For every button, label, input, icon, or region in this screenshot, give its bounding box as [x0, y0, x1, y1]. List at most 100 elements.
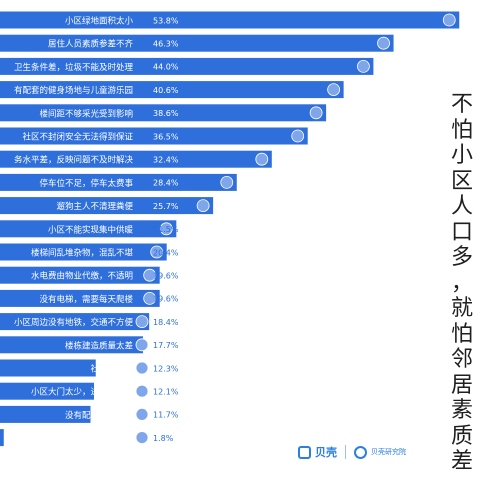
brand-divider	[345, 445, 346, 459]
brand-logo: 贝壳 贝壳研究院	[298, 442, 406, 462]
category-label: 遛狗主人不清理粪便	[56, 201, 133, 212]
bar	[0, 429, 4, 447]
value-label: 18.4%	[153, 318, 179, 327]
bar-group: 停车位不足，停车太费事 28.4%	[0, 173, 237, 191]
brand-institute: 贝壳研究院	[371, 448, 406, 456]
value-label: 20.4%	[153, 248, 179, 257]
bar-group: 社区人太多 12.3%	[0, 359, 179, 377]
value-label: 1.8%	[153, 434, 174, 443]
brand-name: 贝壳	[315, 446, 337, 459]
service-icon	[255, 152, 269, 166]
category-label: 楼间距不够采光受到影响	[39, 108, 133, 119]
bar-group: 社区不封闭安全无法得到保证 36.5%	[0, 127, 308, 145]
crowd-icon	[135, 361, 149, 375]
title-char: 居	[450, 372, 473, 398]
bar-group: 小区不能实现集中供暖 21.5%	[0, 220, 179, 238]
bar	[0, 243, 167, 261]
value-label: 19.6%	[153, 295, 179, 304]
dog-icon	[196, 199, 210, 213]
title-char: 小	[450, 143, 473, 168]
category-label: 务水平差，反映问题不及时解决	[14, 155, 134, 166]
bar	[0, 336, 144, 354]
category-label: 楼栋建造质量太差	[65, 340, 133, 351]
title-char: 多	[450, 245, 473, 270]
value-label: 19.6%	[153, 272, 179, 281]
bar-group: 楼栋建造质量太差 17.7%	[0, 336, 179, 354]
category-label: 没有配套的幼儿园	[65, 410, 133, 421]
bar-group: 楼间距不够采光受到影响 38.6%	[0, 104, 327, 122]
title-char: ，	[450, 270, 473, 296]
value-label: 32.4%	[153, 156, 179, 165]
category-label: 社区不封闭安全无法得到保证	[22, 132, 133, 143]
category-label: 小区周边没有地铁，交通不方便	[14, 317, 134, 328]
category-label: 居住人员素质参差不齐	[48, 39, 134, 50]
bar	[0, 359, 96, 377]
bar	[0, 197, 214, 215]
bar-group: 居住人员素质参差不齐 46.3%	[0, 34, 394, 52]
value-label: 46.3%	[153, 40, 179, 49]
sun-icon	[309, 106, 323, 120]
value-label: 11.7%	[153, 411, 179, 420]
receipt-icon	[143, 268, 157, 282]
bar	[0, 405, 91, 423]
value-label: 21.5%	[153, 225, 179, 234]
value-label: 38.6%	[153, 109, 179, 118]
title-char: 口	[450, 219, 473, 245]
school-icon	[135, 407, 149, 421]
bar	[0, 266, 160, 284]
category-label: 有配套的健身场地与儿童游乐园	[14, 85, 133, 96]
category-label: 小区大门太少，进出不方便	[31, 387, 134, 398]
title-char: 差	[450, 449, 473, 474]
building-icon	[135, 338, 149, 352]
bar	[0, 382, 94, 400]
bar-group: 其他 1.8%	[0, 429, 174, 447]
value-label: 12.1%	[153, 388, 179, 397]
bar-group: 卫生条件差，垃圾不能及时处理 44.0%	[0, 57, 374, 75]
bar-group: 小区绿地面积太小 53.8%	[0, 11, 460, 29]
lock-icon	[291, 129, 305, 143]
category-label: 小区绿地面积太小	[65, 16, 134, 27]
bar	[0, 313, 150, 331]
bar-group: 遛狗主人不清理粪便 25.7%	[0, 197, 214, 215]
value-label: 36.5%	[153, 132, 179, 141]
title-char: 质	[450, 423, 473, 449]
value-label: 25.7%	[153, 202, 179, 211]
stairs-icon	[143, 291, 157, 305]
heater-icon	[159, 222, 173, 236]
tree-icon	[442, 13, 456, 27]
playground-icon	[327, 83, 341, 96]
bar-group: 没有配套的幼儿园 11.7%	[0, 405, 179, 423]
bar	[0, 289, 160, 307]
category-label: 停车位不足，停车太费事	[39, 178, 133, 189]
bar	[0, 150, 272, 168]
value-label: 12.3%	[153, 364, 179, 373]
category-label: 没有电梯，需要每天爬楼	[39, 294, 133, 305]
category-label: 小区不能实现集中供暖	[48, 224, 134, 235]
bar	[0, 104, 327, 122]
title-char: 邻	[450, 347, 473, 372]
gate-icon	[135, 384, 149, 398]
value-label: 53.8%	[153, 16, 179, 25]
title-char: 不	[450, 92, 473, 117]
category-label: 楼梯间乱堆杂物，混乱不堪	[31, 248, 134, 259]
bar	[0, 11, 460, 29]
bar-group: 有配套的健身场地与儿童游乐园 40.6%	[0, 81, 344, 99]
title-char: 人	[450, 194, 473, 219]
value-label: 28.4%	[153, 179, 179, 188]
bar-group: 水电费由物业代缴，不透明 19.6%	[0, 266, 179, 284]
value-label: 40.6%	[153, 86, 179, 95]
category-label: 卫生条件差，垃圾不能及时处理	[14, 62, 134, 73]
bar	[0, 220, 177, 238]
bar	[0, 34, 394, 52]
category-label: 社区人太多	[90, 364, 133, 375]
bar-group: 小区周边没有地铁，交通不方便 18.4%	[0, 313, 179, 331]
category-label: 水电费由物业代缴，不透明	[31, 271, 133, 282]
bar-group: 务水平差，反映问题不及时解决 32.4%	[0, 150, 272, 168]
dots-icon	[135, 431, 149, 445]
car-icon	[220, 175, 234, 189]
box-icon	[150, 245, 164, 259]
institute-logo-icon	[354, 445, 367, 459]
title-char: 怕	[450, 117, 473, 143]
bar-group: 楼梯间乱堆杂物，混乱不堪 20.4%	[0, 243, 179, 261]
